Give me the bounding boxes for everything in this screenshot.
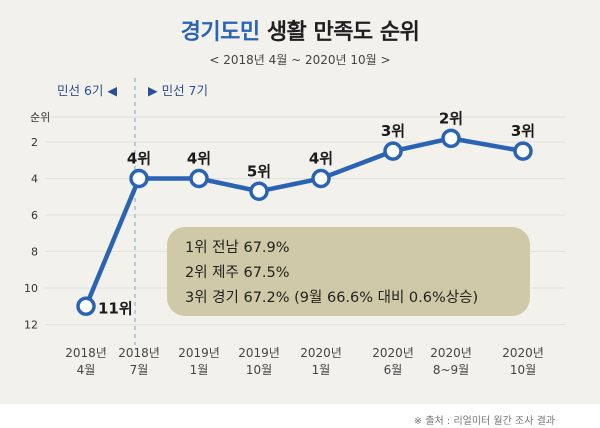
y-tick-label: 2 <box>31 136 38 149</box>
y-axis-label: 순위 <box>30 111 50 124</box>
x-tick-label: 6월 <box>384 363 403 377</box>
note-line: 3위 경기 67.2% (9월 66.6% 대비 0.6%상승) <box>185 290 479 306</box>
note-line: 1위 전남 67.9% <box>185 240 290 256</box>
source-note: ※ 출처 : 리얼미터 월간 조사 결과 <box>413 416 555 427</box>
x-tick-label: 4월 <box>77 363 96 377</box>
data-label: 3위 <box>511 122 535 140</box>
x-tick-label: 1월 <box>312 363 331 377</box>
x-tick-label: 2019년 <box>178 346 220 360</box>
chart-background <box>0 0 600 404</box>
y-tick-label: 6 <box>31 209 38 222</box>
x-tick-label: 2020년 <box>502 346 544 360</box>
data-point <box>189 168 209 189</box>
data-label: 5위 <box>247 162 271 180</box>
era-label-6th: 민선 6기 ◀ <box>57 83 118 98</box>
x-tick-label: 10월 <box>510 363 536 377</box>
era-label-7th: ▶ 민선 7기 <box>148 83 209 98</box>
chart-title: 경기도민 생활 만족도 순위 <box>0 14 600 46</box>
data-label: 2위 <box>439 109 463 127</box>
title-highlight: 경기도민 <box>180 20 260 45</box>
data-label: 4위 <box>127 150 151 168</box>
data-point <box>383 141 403 161</box>
x-tick-label: 7월 <box>130 363 149 377</box>
x-tick-label: 2019년 <box>238 346 280 360</box>
data-point <box>76 296 96 316</box>
data-label: 11위 <box>98 299 133 317</box>
x-tick-label: 10월 <box>246 363 272 377</box>
data-point <box>311 168 331 189</box>
x-tick-label: 2020년 <box>372 346 414 360</box>
x-tick-label: 1월 <box>190 363 209 377</box>
y-tick-label: 12 <box>24 319 38 332</box>
data-point <box>441 128 461 149</box>
data-label: 4위 <box>187 150 211 168</box>
y-tick-label: 8 <box>31 246 38 259</box>
x-tick-label: 8~9월 <box>433 363 469 377</box>
x-tick-label: 2020년 <box>430 346 472 360</box>
data-label: 3위 <box>381 122 405 140</box>
data-label: 4위 <box>309 150 333 168</box>
ranking-note-box: 1위 전남 67.9% 2위 제주 67.5% 3위 경기 67.2% (9월 … <box>167 227 530 316</box>
y-tick-label: 10 <box>24 282 38 295</box>
line-chart: 순위 2 4 6 8 10 12 11위 2018년 4월 4위 2018년 7월 4위 2019년 1월 5위… <box>24 78 565 377</box>
data-point <box>249 181 269 202</box>
data-point <box>513 141 533 161</box>
series-line <box>83 136 524 308</box>
x-tick-label: 2018년 <box>65 346 107 360</box>
note-line: 2위 제주 67.5% <box>185 265 290 281</box>
data-point <box>129 168 149 189</box>
x-tick-label: 2020년 <box>300 346 342 360</box>
chart-subtitle: < 2018년 4월 ~ 2020년 10월 > <box>209 53 391 67</box>
title-rest: 생활 만족도 순위 <box>266 20 420 45</box>
y-tick-label: 4 <box>31 173 38 186</box>
x-tick-label: 2018년 <box>118 346 160 360</box>
